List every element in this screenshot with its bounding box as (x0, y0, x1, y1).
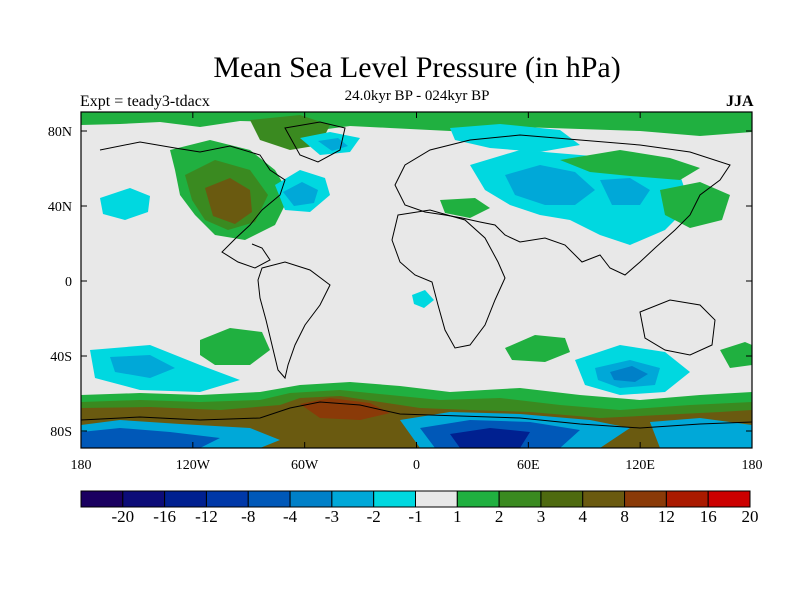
colorbar-swatch (164, 490, 207, 508)
latitude-label: 40N (48, 200, 72, 215)
longitude-label: 0 (413, 458, 420, 473)
colorbar-label: -12 (195, 507, 218, 526)
latitude-label: 80S (50, 425, 72, 440)
longitude-label: 180 (742, 458, 763, 473)
latitude-axis: 80N 40N 0 40S 80S (48, 125, 752, 440)
latitude-label: 0 (65, 275, 72, 290)
season-label: JJA (726, 93, 754, 110)
colorbar-label: 3 (537, 507, 546, 526)
map-field (81, 112, 752, 448)
colorbar-swatch (80, 490, 124, 508)
colorbar-swatch (540, 490, 584, 508)
colorbar-label: -2 (367, 507, 381, 526)
eurasia-negative-east (600, 178, 650, 205)
north-atlantic-negative-core (283, 182, 318, 206)
colorbar-label: 20 (742, 507, 759, 526)
colorbar-swatch (582, 490, 626, 508)
arctic-positive-region (81, 112, 752, 136)
colorbar-label: -8 (241, 507, 255, 526)
south-indian-negative-deep (610, 366, 648, 382)
colorbar-label: 4 (579, 507, 588, 526)
antarctica-coast (81, 401, 752, 429)
coastlines (81, 121, 752, 429)
colorbar-label: -3 (325, 507, 339, 526)
siberia-positive-region (560, 150, 700, 180)
colorbar-label: -20 (111, 507, 134, 526)
colorbar-label: -4 (283, 507, 298, 526)
north-america-coast (99, 141, 286, 269)
tasman-positive-region (720, 342, 752, 368)
colorbar-swatch (624, 490, 667, 508)
colorbar-label: 1 (453, 507, 462, 526)
colorbar: -20 -16 -12 -8 -4 -3 -2 -1 1 2 3 4 8 12 16 20 (80, 490, 759, 526)
tropical-atlantic-negative-region (412, 290, 434, 308)
page-title: Mean Sea Level Pressure (in hPa) (213, 51, 621, 84)
antarctic-negative-east-deep (450, 428, 530, 448)
longitude-label: 120W (176, 458, 211, 473)
colorbar-label: 12 (658, 507, 675, 526)
eurasia-negative-core (505, 165, 595, 205)
colorbar-swatch (247, 490, 291, 508)
colorbar-swatch (373, 490, 416, 508)
colorbar-swatch (415, 490, 458, 508)
longitude-label: 180 (71, 458, 92, 473)
greenland-coast (284, 121, 346, 163)
arctic-negative-region (450, 124, 580, 152)
latitude-label: 40S (50, 350, 72, 365)
latitude-label: 80N (48, 125, 72, 140)
colorbar-swatch (456, 490, 500, 508)
antarctic-deep-positive (300, 398, 390, 420)
south-america-coast (257, 261, 331, 380)
south-pacific-positive-region (200, 328, 270, 365)
experiment-label: Expt = teady3-tdacx (80, 93, 210, 110)
colorbar-swatch (331, 490, 375, 508)
longitude-label: 120E (625, 458, 655, 473)
north-pacific-negative-region (100, 188, 150, 220)
colorbar-swatch (707, 490, 751, 508)
colorbar-label: -16 (153, 507, 176, 526)
colorbar-label: -1 (408, 507, 422, 526)
longitude-label: 60E (517, 458, 540, 473)
antarctic-negative-west-core (81, 428, 220, 448)
colorbar-label: 16 (700, 507, 717, 526)
south-pacific-negative-core (110, 355, 175, 378)
colorbar-swatch (665, 490, 709, 508)
north-america-core-region (205, 178, 252, 224)
colorbar-label: 8 (620, 507, 629, 526)
colorbar-swatch (205, 490, 249, 508)
africa-coast (391, 209, 506, 349)
period-label: 24.0kyr BP - 024kyr BP (344, 88, 490, 104)
australia-coast (639, 299, 716, 356)
longitude-axis: 180 120W 60W 0 60E 120E 180 (71, 112, 763, 473)
colorbar-swatch (289, 490, 333, 508)
colorbar-label: 2 (495, 507, 504, 526)
mediterranean-positive-region (440, 198, 490, 218)
south-indian-positive-region (505, 335, 570, 362)
colorbar-swatch (498, 490, 542, 508)
longitude-label: 60W (291, 458, 319, 473)
eurasia-coast (394, 134, 731, 276)
colorbar-swatch (122, 490, 166, 508)
